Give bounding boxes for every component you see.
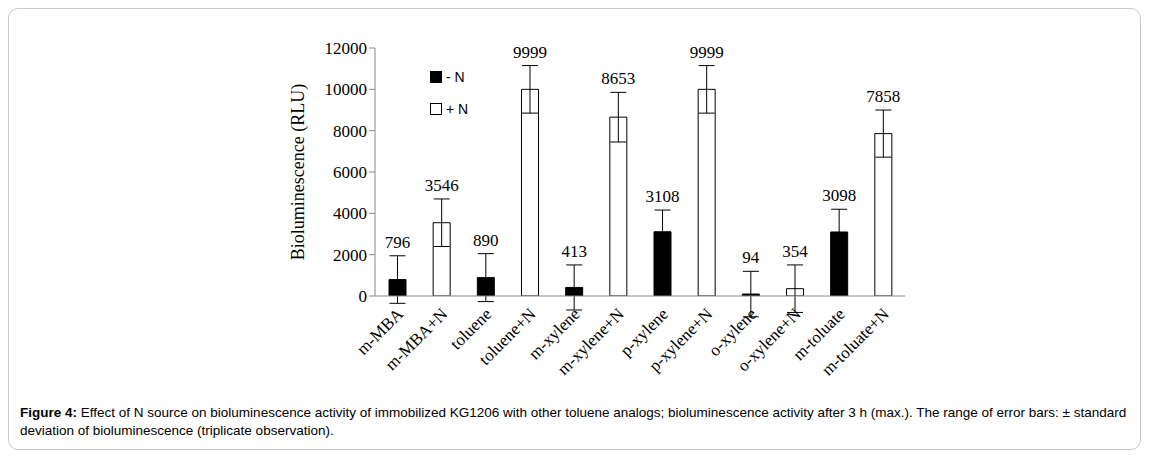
svg-text:m-MBA+N: m-MBA+N [382, 304, 452, 374]
svg-text:p-xylene+N: p-xylene+N [645, 304, 716, 375]
svg-text:4000: 4000 [333, 204, 367, 223]
svg-text:9999: 9999 [513, 43, 547, 62]
html-text:+ N: + N [446, 101, 469, 117]
svg-text:796: 796 [385, 233, 411, 252]
svg-text:3098: 3098 [822, 186, 856, 205]
svg-text:toluene: toluene [446, 304, 496, 354]
svg-text:m-toluate+N: m-toluate+N [818, 304, 893, 379]
svg-text:890: 890 [473, 231, 499, 250]
svg-text:0: 0 [359, 287, 368, 306]
svg-text:Bioluminescence (RLU): Bioluminescence (RLU) [288, 84, 309, 260]
svg-text:94: 94 [742, 248, 760, 267]
svg-text:p-xylene: p-xylene [616, 304, 672, 360]
svg-text:7858: 7858 [866, 87, 900, 106]
svg-text:6000: 6000 [333, 163, 367, 182]
svg-text:2000: 2000 [333, 246, 367, 265]
svg-text:12000: 12000 [325, 39, 368, 58]
html-text:- N: - N [446, 69, 465, 85]
html-text:Figure 4: Effect of N source o: Figure 4: Effect of N source on biolumin… [20, 405, 1127, 438]
svg-text:3546: 3546 [425, 176, 459, 195]
svg-text:o-xylene: o-xylene [704, 304, 761, 360]
svg-text:o-xylene+N: o-xylene+N [734, 304, 805, 375]
svg-text:8000: 8000 [333, 122, 367, 141]
svg-text:354: 354 [782, 242, 808, 261]
svg-text:toluene+N: toluene+N [475, 304, 539, 368]
svg-text:8653: 8653 [601, 69, 635, 88]
svg-text:3108: 3108 [646, 187, 680, 206]
svg-text:10000: 10000 [325, 80, 368, 99]
svg-text:9999: 9999 [690, 43, 724, 62]
svg-text:m-MBA: m-MBA [352, 304, 407, 359]
svg-text:m-xylene+N: m-xylene+N [554, 304, 628, 378]
svg-text:413: 413 [561, 242, 587, 261]
